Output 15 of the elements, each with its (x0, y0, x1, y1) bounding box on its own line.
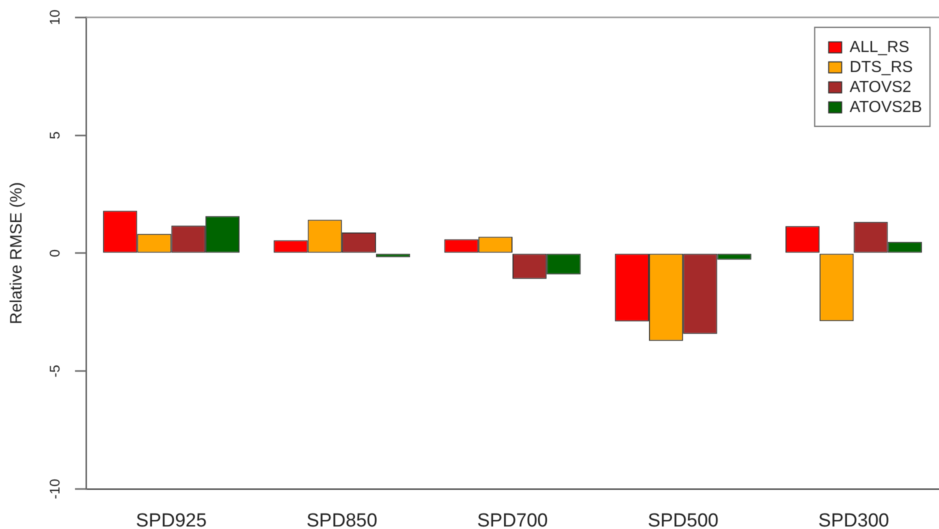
x-tick-label: SPD700 (477, 510, 548, 529)
legend-label: ATOVS2 (850, 78, 912, 96)
y-tick-label: 0 (46, 249, 63, 258)
y-tick-label: -10 (46, 478, 63, 500)
legend-label: ALL_RS (850, 38, 910, 56)
y-tick-label: 10 (46, 9, 63, 26)
legend-label: DTS_RS (850, 58, 913, 76)
x-tick-label: SPD850 (306, 510, 378, 529)
y-tick-label: 5 (46, 131, 63, 140)
legend-label: ATOVS2B (850, 98, 922, 116)
x-tick-label: SPD500 (648, 510, 718, 529)
y-axis-title: Relative RMSE (%) (7, 182, 26, 324)
x-tick-label: SPD300 (818, 510, 890, 529)
x-tick-label: SPD925 (136, 510, 207, 529)
y-tick-label: -5 (46, 364, 63, 378)
